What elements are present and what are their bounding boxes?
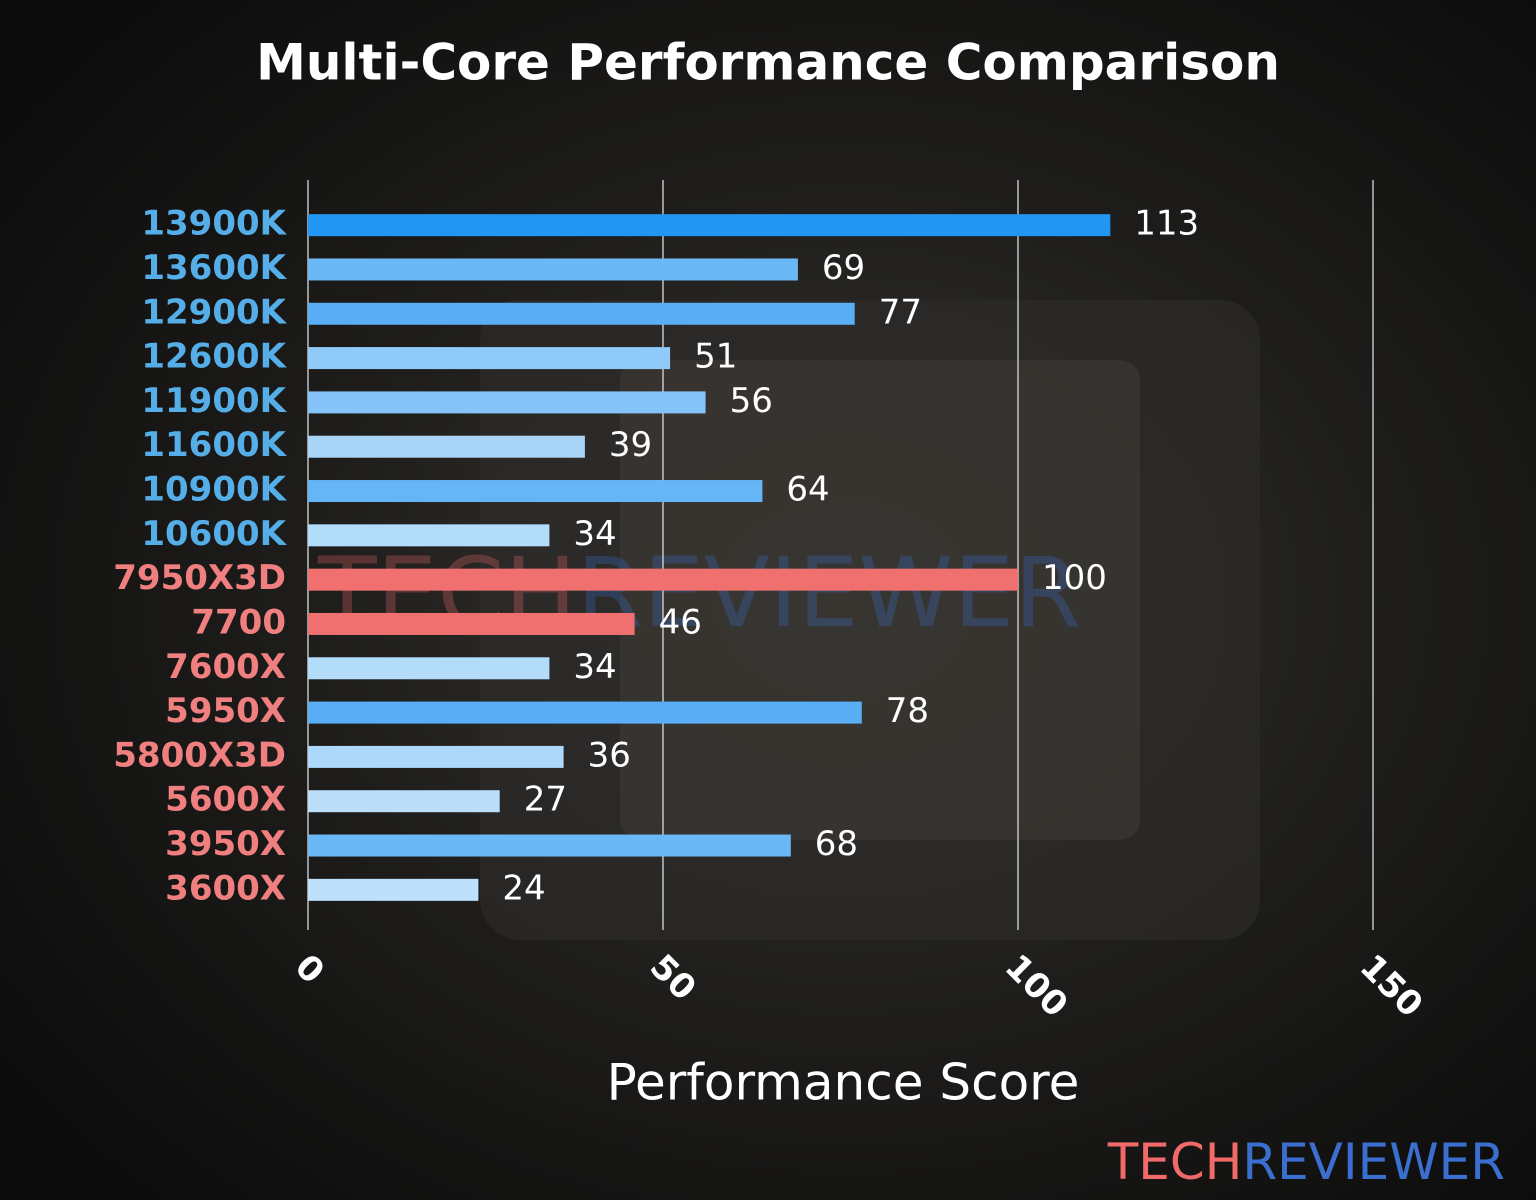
bar xyxy=(308,834,791,857)
y-tick-label: 12600K xyxy=(141,337,287,377)
y-tick-label: 7600X xyxy=(165,647,286,687)
y-tick-label: 5600X xyxy=(165,780,286,820)
y-tick-label: 7950X3D xyxy=(113,558,286,598)
value-label: 46 xyxy=(659,602,702,642)
bar xyxy=(308,302,855,325)
y-tick-label: 3600X xyxy=(165,868,286,908)
chart-title: Multi-Core Performance Comparison xyxy=(256,34,1280,92)
y-tick-label: 12900K xyxy=(141,292,287,332)
y-tick-label: 11600K xyxy=(141,425,287,465)
value-label: 68 xyxy=(815,824,858,864)
bar xyxy=(308,258,798,281)
bar xyxy=(308,347,671,370)
bar xyxy=(308,480,763,503)
y-tick-label: 3950X xyxy=(165,824,286,864)
value-label: 36 xyxy=(588,735,631,775)
bar xyxy=(308,391,706,414)
watermark-first: TECH xyxy=(1107,1133,1243,1191)
bar xyxy=(308,701,862,724)
bar xyxy=(308,568,1018,591)
value-label: 51 xyxy=(694,337,737,377)
bar xyxy=(308,435,585,458)
bar xyxy=(308,790,500,813)
watermark-second: REVIEWER xyxy=(1242,1133,1505,1191)
x-axis-label: Performance Score xyxy=(607,1054,1080,1112)
value-label: 56 xyxy=(730,381,773,421)
value-label: 77 xyxy=(879,292,922,332)
value-label: 34 xyxy=(573,514,616,554)
value-label: 100 xyxy=(1042,558,1107,598)
bar xyxy=(308,214,1111,237)
y-tick-label: 13900K xyxy=(141,204,287,244)
watermark-logo: TECHREVIEWER xyxy=(1107,1133,1505,1191)
bar xyxy=(308,612,635,635)
value-label: 24 xyxy=(502,868,545,908)
value-label: 64 xyxy=(786,470,829,510)
value-label: 78 xyxy=(886,691,929,731)
y-tick-label: 10900K xyxy=(141,470,287,510)
bar xyxy=(308,524,550,547)
y-tick-label: 11900K xyxy=(141,381,287,421)
watermark-second: REVIEWER xyxy=(577,537,1081,649)
bar xyxy=(308,657,550,680)
value-label: 113 xyxy=(1134,204,1199,244)
y-tick-label: 5950X xyxy=(165,691,286,731)
bar xyxy=(308,878,479,901)
value-label: 34 xyxy=(573,647,616,687)
bar xyxy=(308,745,564,768)
y-tick-label: 7700 xyxy=(191,602,286,642)
y-tick-label: 5800X3D xyxy=(113,735,286,775)
value-label: 27 xyxy=(524,780,567,820)
watermark-center: TECHREVIEWER xyxy=(317,537,1081,649)
value-label: 69 xyxy=(822,248,865,288)
y-tick-label: 13600K xyxy=(141,248,287,288)
y-tick-label: 10600K xyxy=(141,514,287,554)
value-label: 39 xyxy=(609,425,652,465)
